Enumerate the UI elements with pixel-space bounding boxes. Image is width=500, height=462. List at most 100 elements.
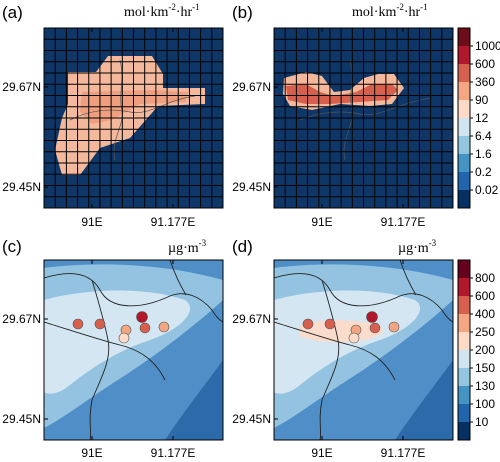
colorbar-conc-swatch: [458, 386, 470, 405]
colorbar-conc-swatch: [458, 422, 470, 441]
colorbar-emission: 1000 600 360 90 12 6.4 1.6 0.2 0.02: [457, 27, 500, 209]
panel-c-border-4: [169, 260, 187, 296]
colorbar-emission-label: 360: [475, 75, 495, 89]
panel-d-border-4: [399, 260, 417, 296]
panel-d-field-pale: [274, 290, 421, 394]
colorbar-conc-label: 200: [475, 343, 495, 357]
colorbar-conc-swatch: [458, 314, 470, 333]
colorbar-emission-swatch: [458, 136, 470, 155]
panel-d-border-2: [319, 279, 340, 440]
lon-label-right-c: 91.177E: [151, 446, 196, 460]
colorbar-conc-swatch: [458, 278, 470, 297]
panel-d-station: [366, 311, 378, 323]
panel-d-station: [348, 332, 360, 344]
panel-d-border-3: [274, 321, 396, 381]
lat-label-bottom-a: 29.45N: [2, 180, 41, 194]
panel-b-frame: [273, 27, 454, 209]
panel-d-frame: [273, 259, 454, 441]
panel-d-station: [388, 321, 400, 333]
colorbar-emission-label: 1.6: [475, 147, 492, 161]
panel-c-border-3: [44, 321, 166, 381]
panel-c-border-1: [44, 273, 223, 323]
panel-c-station: [139, 322, 151, 334]
panel-d-unit: µg·m-3: [398, 238, 437, 256]
colorbar-emission-swatch: [458, 100, 470, 119]
panel-b-emission-core: [286, 84, 398, 104]
colorbar-conc-swatch: [458, 368, 470, 387]
panel-c-frame: [43, 259, 224, 441]
panel-c-stations: [72, 311, 170, 344]
colorbar-conc-swatch: [458, 296, 470, 315]
colorbar-emission-swatch: [458, 46, 470, 65]
lon-label-left-d: 91E: [311, 446, 332, 460]
colorbar-conc-label: 400: [475, 307, 495, 321]
panel-c-station: [118, 332, 130, 344]
lon-label-right-b: 91.177E: [381, 215, 426, 229]
colorbar-emission-swatch: [458, 190, 470, 209]
panel-c-field-deep: [165, 360, 223, 440]
lat-label-bottom-c: 29.45N: [2, 412, 41, 426]
colorbar-emission-swatch: [458, 118, 470, 137]
panel-b-grid: [274, 28, 453, 208]
panel-c-letter: (c): [2, 237, 22, 256]
panel-c: (c) µg·m-3: [2, 237, 224, 441]
lat-label-top-a: 29.67N: [2, 80, 41, 94]
colorbar-conc-label: 150: [475, 361, 495, 375]
panel-d-stations: [302, 311, 400, 344]
panel-b-unit: mol·km-2·hr-1: [352, 2, 428, 20]
lat-label-top-b: 29.67N: [232, 80, 271, 94]
colorbar-emission-label: 0.2: [475, 165, 492, 179]
panel-a-emission-region: [55, 56, 205, 175]
panel-a-grid: [44, 28, 223, 208]
colorbar-emission-swatch: [458, 172, 470, 191]
lat-label-bottom-b: 29.45N: [232, 180, 271, 194]
panel-c-border-2: [89, 279, 110, 440]
panel-c-field-pale: [44, 290, 191, 394]
lat-label-top-c: 29.67N: [2, 312, 41, 326]
colorbar-conc-label: 130: [475, 379, 495, 393]
colorbar-conc-swatch: [458, 350, 470, 369]
panel-a: (a) mol·km-2·hr-1: [2, 2, 224, 209]
colorbar-emission-label: 1000: [475, 39, 500, 53]
colorbar-emission-swatch: [458, 82, 470, 101]
panel-d-border-1: [274, 273, 453, 323]
colorbar-emission-label: 6.4: [475, 129, 492, 143]
lon-label-right-a: 91.177E: [151, 215, 196, 229]
lon-label-right-d: 91.177E: [381, 446, 426, 460]
panel-c-station: [72, 318, 84, 330]
colorbar-emission-swatch: [458, 28, 470, 47]
panel-a-frame: [43, 27, 224, 209]
lat-label-bottom-d: 29.45N: [232, 412, 271, 426]
panel-c-unit: µg·m-3: [168, 238, 207, 256]
panel-d-station: [369, 322, 381, 334]
panel-a-letter: (a): [2, 3, 23, 22]
colorbar-emission-label: 0.02: [475, 183, 499, 197]
colorbar-conc-label: 100: [475, 397, 495, 411]
panel-a-unit: mol·km-2·hr-1: [124, 2, 200, 20]
panel-d-field-deep: [395, 360, 453, 440]
panel-d-station: [302, 318, 314, 330]
lon-label-left-b: 91E: [311, 215, 332, 229]
lon-label-left-a: 91E: [81, 215, 102, 229]
colorbar-emission-label: 90: [475, 93, 489, 107]
colorbar-emission-swatch: [458, 64, 470, 83]
lat-label-top-d: 29.67N: [232, 312, 271, 326]
colorbar-conc-swatch: [458, 332, 470, 351]
panel-c-station: [136, 311, 148, 323]
panel-c-station: [158, 321, 170, 333]
colorbar-concentration: 800 600 400 250 200 150 130 100 10: [457, 259, 495, 441]
colorbar-conc-swatch: [458, 260, 470, 279]
panel-d-station: [324, 318, 336, 330]
colorbar-conc-swatch: [458, 404, 470, 423]
panel-d-letter: (d): [232, 237, 253, 256]
panel-b-letter: (b): [232, 3, 253, 22]
colorbar-emission-swatch: [458, 154, 470, 173]
colorbar-conc-label: 250: [475, 325, 495, 339]
panel-b: (b) mol·km-2·hr-1: [232, 2, 454, 209]
colorbar-conc-label: 600: [475, 289, 495, 303]
panel-c-station: [94, 318, 106, 330]
colorbar-emission-label: 12: [475, 111, 489, 125]
colorbar-conc-label: 10: [475, 415, 489, 429]
colorbar-conc-label: 800: [475, 271, 495, 285]
